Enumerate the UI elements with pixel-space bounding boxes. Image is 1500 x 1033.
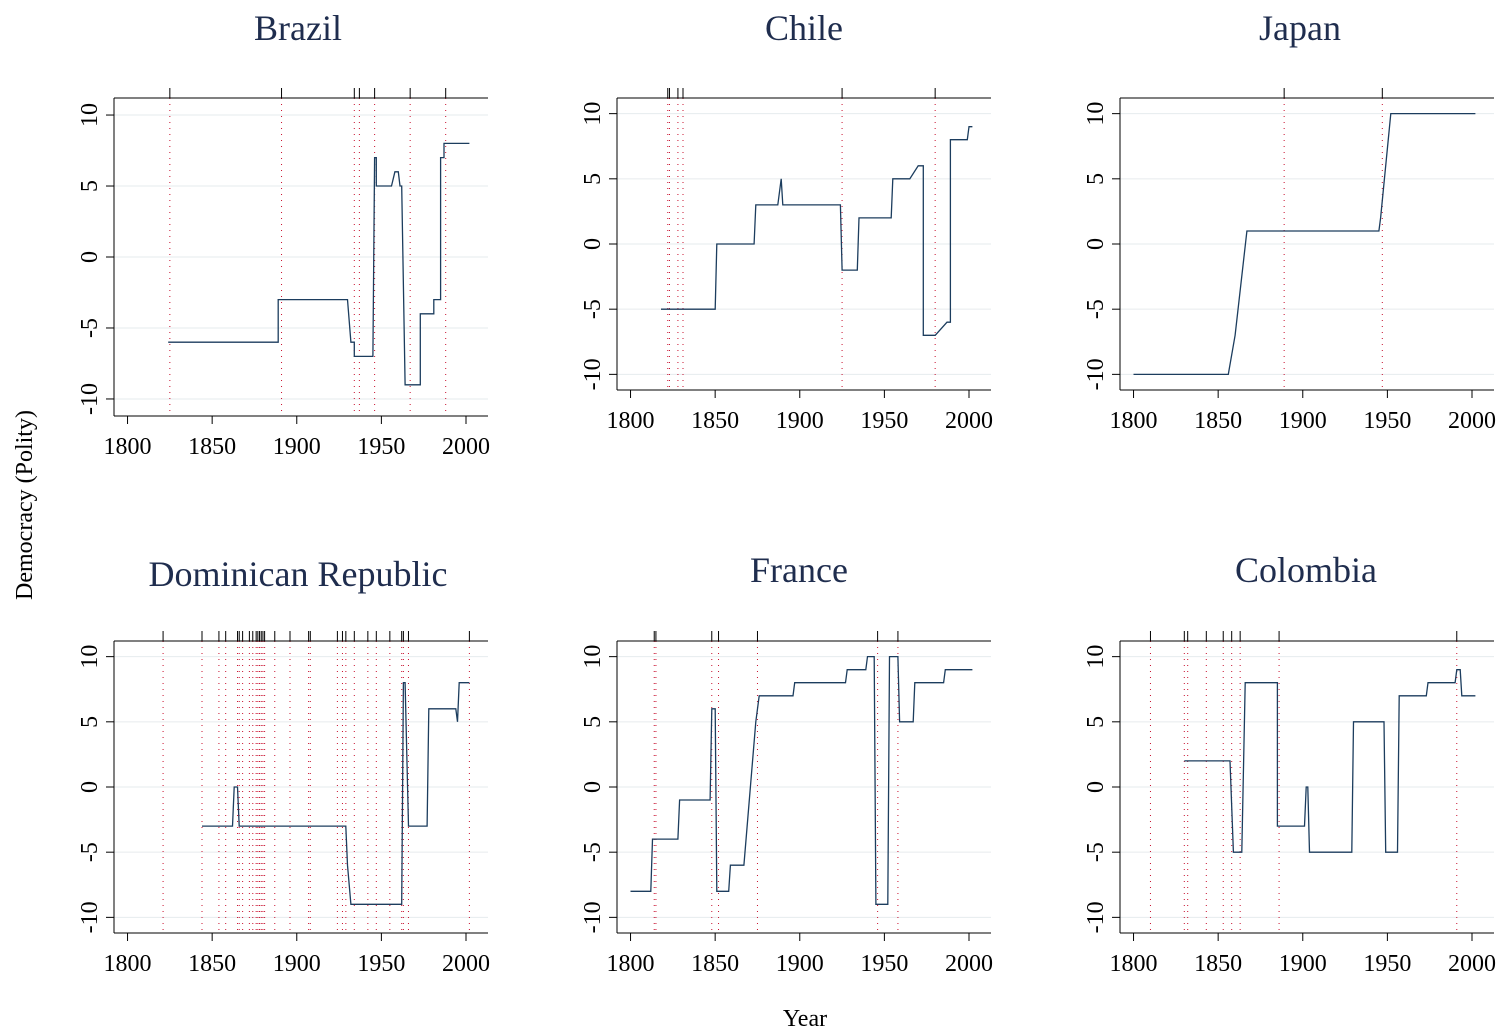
y-tick-label: 5 <box>580 716 606 728</box>
panel-title: Chile <box>765 8 843 48</box>
x-tick-label: 1800 <box>1110 408 1158 434</box>
series-line <box>1184 669 1476 853</box>
x-tick-label: 1800 <box>104 434 152 460</box>
y-tick-label: 10 <box>77 103 103 127</box>
x-tick-label: 1900 <box>776 408 824 434</box>
y-tick-label: -10 <box>77 901 103 933</box>
y-tick-label: 10 <box>1083 102 1109 126</box>
panel-japan: Japan -10 -5 0 5 10 1800 1850 1900 1950 2000 <box>1083 8 1496 434</box>
x-tick-label: 1800 <box>104 951 152 977</box>
x-tick-label: 1900 <box>776 951 824 977</box>
panel-title: Brazil <box>254 8 342 48</box>
panel-france: France -10 -5 0 5 10 1800 1850 1900 1950 2000 <box>580 550 993 977</box>
y-tick-label: -10 <box>1083 901 1109 933</box>
x-tick-label: 1950 <box>860 408 908 434</box>
y-tick-label: 0 <box>580 781 606 793</box>
x-tick-label: 2000 <box>1448 408 1496 434</box>
x-tick-label: 2000 <box>1448 951 1496 977</box>
y-tick-label: 5 <box>580 173 606 185</box>
y-tick-label: -10 <box>580 901 606 933</box>
y-tick-label: -5 <box>580 299 606 319</box>
x-tick-label: 1850 <box>188 951 236 977</box>
x-tick-label: 1950 <box>1363 951 1411 977</box>
panel-chile: Chile -10 -5 0 5 10 1800 1850 1900 1950 2000 <box>580 8 993 434</box>
x-tick-label: 1950 <box>357 951 405 977</box>
y-tick-label: -10 <box>580 358 606 390</box>
x-tick-label: 1950 <box>357 434 405 460</box>
y-tick-label: 0 <box>77 251 103 263</box>
x-tick-label: 2000 <box>442 434 490 460</box>
y-tick-label: -5 <box>77 842 103 862</box>
x-tick-label: 2000 <box>945 408 993 434</box>
x-tick-label: 1950 <box>860 951 908 977</box>
panel-title: Colombia <box>1235 550 1377 590</box>
x-tick-label: 1800 <box>1110 951 1158 977</box>
x-tick-label: 1900 <box>273 951 321 977</box>
x-tick-label: 1850 <box>691 951 739 977</box>
x-tick-label: 1850 <box>188 434 236 460</box>
x-tick-label: 1850 <box>1194 408 1242 434</box>
y-tick-label: -10 <box>77 383 103 415</box>
y-tick-label: -10 <box>1083 358 1109 390</box>
panel-title: Dominican Republic <box>149 554 448 594</box>
series-line <box>630 655 973 905</box>
y-tick-label: 0 <box>77 781 103 793</box>
y-axis-title: Democracy (Polity) <box>12 410 38 600</box>
series-line <box>168 142 470 386</box>
panel-title: France <box>750 550 848 590</box>
y-tick-label: 10 <box>580 645 606 669</box>
x-tick-label: 1900 <box>1279 951 1327 977</box>
y-tick-label: 5 <box>77 180 103 192</box>
x-tick-label: 1800 <box>607 408 655 434</box>
y-tick-label: 10 <box>580 102 606 126</box>
y-tick-label: 5 <box>1083 716 1109 728</box>
x-tick-label: 1800 <box>607 951 655 977</box>
panel-brazil: Brazil -10 -5 0 5 10 1800 1850 1900 1950 2000 <box>77 8 490 460</box>
panel-dominican-republic: Dominican Republic -10 -5 0 5 10 1800 1850 1900 1… <box>77 554 490 977</box>
x-tick-label: 2000 <box>945 951 993 977</box>
y-tick-label: -5 <box>1083 842 1109 862</box>
y-tick-label: 0 <box>580 238 606 250</box>
y-tick-label: 5 <box>1083 173 1109 185</box>
y-tick-label: -5 <box>580 842 606 862</box>
series-line <box>202 682 470 905</box>
y-tick-label: -5 <box>1083 299 1109 319</box>
x-tick-label: 1850 <box>691 408 739 434</box>
x-tick-label: 1950 <box>1363 408 1411 434</box>
x-tick-label: 1900 <box>1279 408 1327 434</box>
y-tick-label: 10 <box>77 645 103 669</box>
y-tick-label: 10 <box>1083 645 1109 669</box>
panel-colombia: Colombia -10 -5 0 5 10 1800 1850 1900 1950 2000 <box>1083 550 1496 977</box>
y-tick-label: 5 <box>77 716 103 728</box>
y-tick-label: -5 <box>77 318 103 338</box>
x-tick-label: 2000 <box>442 951 490 977</box>
x-axis-title: Year <box>783 1006 827 1032</box>
series-line <box>661 126 973 336</box>
series-line <box>1133 112 1476 376</box>
x-tick-label: 1900 <box>273 434 321 460</box>
x-tick-label: 1850 <box>1194 951 1242 977</box>
y-tick-label: 0 <box>1083 238 1109 250</box>
y-tick-label: 0 <box>1083 781 1109 793</box>
panel-title: Japan <box>1259 8 1341 48</box>
